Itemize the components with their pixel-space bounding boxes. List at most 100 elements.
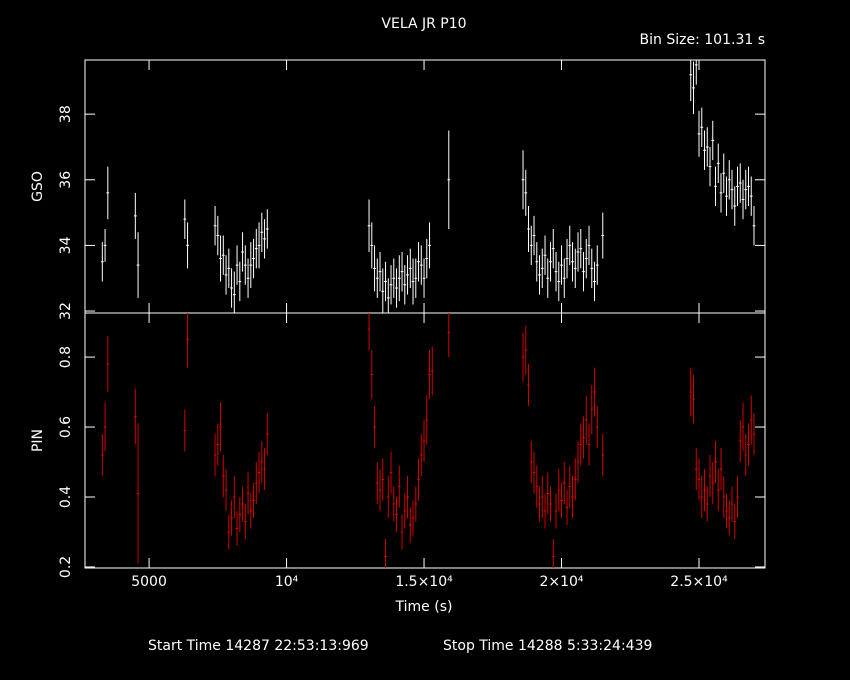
error-bar-point [103, 228, 107, 262]
error-bar-point [392, 258, 396, 298]
x-tick-label: 10⁴ [275, 574, 299, 590]
error-bar-point [716, 469, 720, 511]
error-bar-point [741, 402, 745, 452]
error-bar-point [417, 458, 420, 501]
error-bar-point [397, 255, 401, 302]
error-bar-point [260, 212, 264, 252]
error-bar-point [224, 469, 228, 511]
error-bar-point [384, 538, 387, 568]
error-bar-point [557, 261, 561, 302]
error-bar-point [408, 248, 412, 289]
error-bar-point [722, 153, 726, 193]
error-bar-point [232, 476, 236, 518]
error-bar-point [560, 483, 563, 518]
error-bar-point [568, 465, 572, 508]
error-bar-point [708, 146, 712, 187]
error-bar-point [546, 472, 550, 515]
error-bar-point [224, 255, 228, 295]
error-bar-point [579, 228, 583, 269]
error-bar-point [367, 313, 371, 351]
error-bar-point [425, 395, 429, 445]
error-bar-point [590, 248, 594, 289]
y-tick-label: 0.2 [58, 556, 74, 578]
error-bar-point [241, 486, 244, 522]
error-bar-point [524, 325, 528, 375]
error-bar-point [403, 493, 407, 529]
error-bar-point [395, 496, 398, 532]
error-bar-point [744, 434, 748, 477]
error-bar-point [252, 483, 255, 518]
error-bar-point [265, 209, 269, 249]
error-bar-point [697, 458, 701, 501]
error-bar-point [447, 313, 451, 358]
error-bar-point [238, 261, 242, 302]
error-bar-point [733, 503, 737, 539]
error-bar-point [565, 489, 569, 525]
y-tick-label: 36 [58, 171, 74, 189]
error-bar-point [403, 265, 407, 305]
error-bar-point [249, 242, 253, 289]
error-bar-point [235, 510, 239, 546]
error-bar-point [419, 434, 423, 477]
error-bar-point [529, 225, 533, 266]
error-bar-point [527, 206, 530, 252]
error-bar-point [694, 448, 698, 490]
error-bar-point [562, 462, 566, 504]
error-bar-point [375, 462, 379, 504]
error-bar-point [560, 245, 563, 285]
error-bar-point [183, 409, 187, 452]
error-bar-point [106, 166, 110, 220]
y-axis-label: PIN [30, 429, 46, 452]
y-tick-label: 38 [58, 105, 74, 123]
error-bar-point [106, 336, 110, 393]
error-bar-point [389, 265, 393, 305]
error-bar-point [725, 176, 728, 216]
error-bar-point [216, 215, 220, 256]
error-bar-point [375, 258, 379, 298]
x-tick-label: 2×10⁴ [539, 574, 583, 590]
error-bar-point [417, 242, 420, 282]
error-bar-point [549, 242, 552, 282]
error-bar-point [554, 251, 558, 292]
error-bar-point [447, 130, 451, 229]
error-bar-point [389, 451, 393, 494]
error-bar-point [711, 120, 715, 161]
error-bar-point [381, 268, 385, 313]
error-bar-point [587, 225, 591, 266]
error-bar-point [430, 346, 434, 396]
error-bar-point [535, 465, 539, 508]
error-bar-point [257, 222, 261, 269]
error-bar-point [692, 374, 695, 424]
error-bar-point [408, 507, 412, 543]
error-bar-point [246, 472, 250, 515]
error-bar-point [587, 423, 591, 466]
error-bar-point [562, 258, 566, 298]
error-bar-point [521, 150, 525, 210]
chart-title: VELA JR P10 [381, 16, 466, 32]
error-bar-point [738, 420, 742, 463]
error-bar-point [263, 219, 266, 259]
error-bar-point [521, 332, 525, 382]
error-bar-point [593, 261, 596, 302]
error-bar-point [543, 493, 547, 529]
error-bar-point [252, 238, 255, 279]
error-bar-point [232, 271, 236, 313]
error-bar-point [551, 538, 555, 568]
error-bar-point [697, 110, 701, 157]
error-bar-point [411, 258, 415, 305]
error-bar-point [414, 258, 418, 298]
error-bar-point [565, 238, 569, 279]
error-bar-point [230, 268, 233, 308]
error-bar-point [719, 173, 723, 213]
error-bar-point [601, 212, 605, 259]
error-bar-point [265, 413, 269, 456]
error-bar-point [595, 245, 599, 285]
start-time: Start Time 14287 22:53:13:969 [148, 638, 369, 654]
error-bar-point [573, 248, 577, 289]
error-bar-point [260, 441, 264, 483]
error-bar-point [543, 235, 547, 275]
error-bar-point [705, 127, 709, 167]
x-tick-label: 5000 [131, 574, 167, 590]
